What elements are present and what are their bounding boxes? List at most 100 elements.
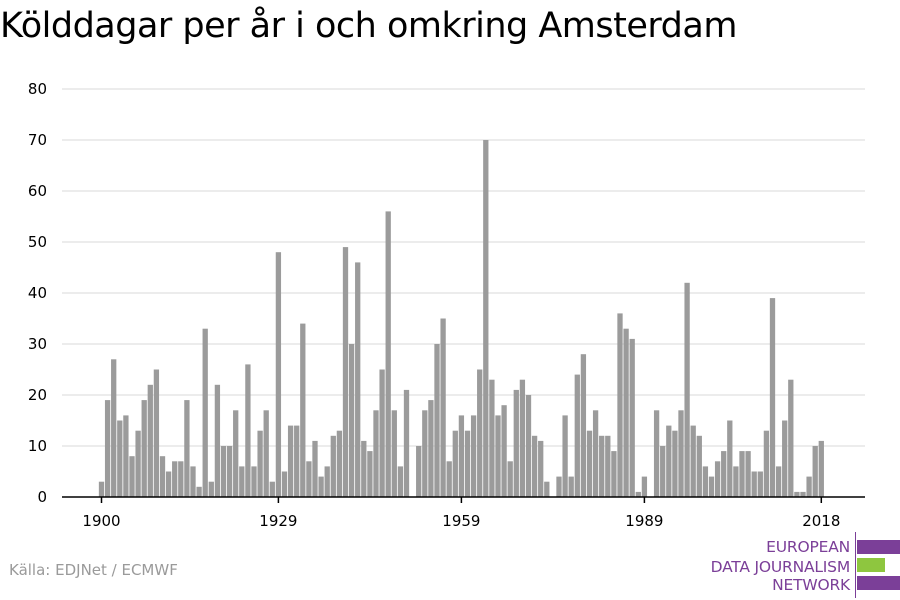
bar-1922 [233,410,239,497]
bar-1995 [678,410,684,497]
y-tick-label: 0 [37,488,47,506]
bar-1983 [605,435,611,497]
bar-1921 [226,446,233,497]
bar-1933 [300,323,306,497]
bar-1991 [653,410,660,497]
bar-1907 [141,400,147,497]
bar-1968 [513,389,519,497]
bar-1977 [568,476,574,497]
bar-1973 [544,481,550,497]
bar-1971 [531,435,538,497]
bar-1904 [123,415,129,497]
y-tick-label: 10 [28,437,47,455]
bar-1999 [702,466,709,497]
bar-1926 [257,430,263,497]
bar-2001 [714,461,721,497]
bar-1924 [245,364,251,497]
y-tick-label: 70 [28,131,47,149]
bar-2017 [812,446,818,497]
x-axis: 1900 1929 1959 1989 2018 [62,496,865,530]
logo-bar-purple-top [857,540,900,554]
bars [98,140,824,497]
bar-1998 [696,435,702,497]
bar-1912 [172,461,178,497]
logo-line-2: DATA JOURNALISM [710,558,851,576]
bar-2007 [751,471,757,497]
bar-1923 [239,466,245,497]
bar-1959 [458,415,465,497]
bar-1978 [574,374,580,497]
bar-1906 [135,430,141,497]
bar-1930 [281,471,288,497]
bar-1947 [385,211,391,497]
bar-1989 [641,476,648,497]
bar-1915 [190,466,196,497]
bar-1918 [208,481,214,497]
bar-2013 [788,379,794,497]
bar-1902 [111,359,117,497]
bar-2006 [745,451,751,497]
logo-bar-purple-bottom [857,576,900,590]
bar-1938 [330,435,336,497]
bar-1972 [538,440,544,497]
bar-1901 [104,400,111,497]
bar-1937 [324,466,330,497]
y-tick-label: 80 [28,80,47,98]
x-tick-label: 1929 [259,512,297,530]
bar-1945 [373,410,379,497]
bar-1909 [153,369,160,497]
bar-2009 [763,430,770,497]
bar-1965 [495,415,501,497]
bar-1934 [306,461,312,497]
bar-2004 [733,466,739,497]
bar-1931 [287,425,294,497]
bar-1963 [483,140,489,497]
bar-2015 [800,491,806,497]
bar-1910 [159,456,166,497]
bar-chart: 0 10 20 30 40 50 60 70 80 1900 1929 1959 1989 2018 [28,80,865,530]
bar-1953 [422,410,428,497]
bar-1955 [434,344,440,497]
bar-2011 [775,466,782,497]
bar-2000 [708,476,715,497]
bar-1903 [117,420,123,497]
bar-1994 [672,430,678,497]
bar-1985 [617,313,623,497]
bar-1913 [178,461,184,497]
source-note: Källa: EDJNet / ECMWF [9,561,178,579]
logo-line-1: EUROPEAN [766,538,850,556]
y-tick-label: 60 [28,182,47,200]
bar-1940 [342,247,349,497]
bar-1984 [611,451,617,497]
bar-2008 [757,471,763,497]
bar-1966 [501,405,507,497]
bar-1954 [428,400,434,497]
bar-1927 [263,410,269,497]
bar-1961 [470,415,477,497]
x-tick-label: 1989 [625,512,663,530]
logo-bar-green [857,558,885,572]
bar-2002 [721,451,727,497]
bar-1950 [403,389,410,497]
bar-1964 [489,379,495,497]
bar-1982 [599,435,605,497]
bar-1960 [464,430,471,497]
bar-1997 [690,425,696,497]
bar-1929 [275,252,282,497]
bar-1900 [98,481,105,497]
bar-1935 [312,440,318,497]
bar-1949 [397,466,404,497]
bar-1992 [660,446,666,497]
y-tick-label: 50 [28,233,47,251]
bar-1917 [202,328,208,497]
bar-1957 [446,461,452,497]
logo-divider [855,532,856,598]
edjnet-logo[interactable]: EUROPEAN DATA JOURNALISM NETWORK [700,530,900,600]
y-tick-label: 40 [28,284,47,302]
x-tick-label: 1900 [82,512,120,530]
bar-1928 [269,481,275,497]
bar-1941 [348,344,355,497]
bar-1969 [519,379,526,497]
bar-2012 [782,420,788,497]
bar-2005 [739,451,745,497]
